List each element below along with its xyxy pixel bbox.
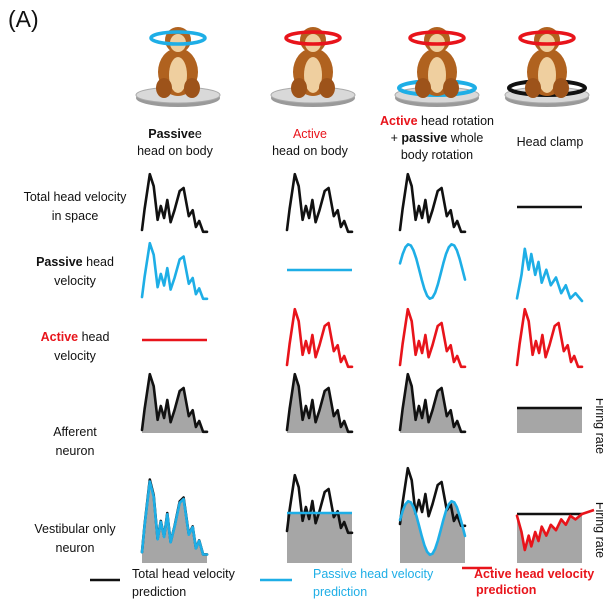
label-part: Active xyxy=(41,330,79,344)
label-line: velocity xyxy=(54,274,96,288)
legend-label: prediction xyxy=(132,585,186,599)
label-line: Head clamp xyxy=(517,135,584,149)
leg-l xyxy=(156,78,172,98)
label-part: head xyxy=(83,255,114,269)
label-line: Afferent xyxy=(53,425,97,439)
leg-l xyxy=(415,78,431,98)
label-part: Passive xyxy=(36,255,83,269)
label-part: body rotation xyxy=(401,148,473,162)
figure: (A) Passiveehead on bodyActivehead on bo… xyxy=(0,0,603,604)
leg-r xyxy=(184,78,200,98)
firing-area xyxy=(517,408,582,433)
label-part: velocity xyxy=(54,349,96,363)
legend-label: prediction xyxy=(313,585,367,599)
label-line: + passive whole xyxy=(391,131,484,145)
label-line: body rotation xyxy=(401,148,473,162)
label-line: Passive head xyxy=(36,255,114,269)
red-tail xyxy=(582,510,594,514)
label-part: whole xyxy=(447,131,483,145)
label-line: head on body xyxy=(272,144,349,158)
label-part: velocity xyxy=(54,274,96,288)
label-part: Total head velocity xyxy=(24,190,128,204)
side-label: Firing rate xyxy=(593,502,603,558)
label-part: Afferent xyxy=(53,425,97,439)
trace xyxy=(287,309,352,367)
label-line: Active head xyxy=(41,330,110,344)
trace xyxy=(400,244,465,298)
label-line: neuron xyxy=(56,444,95,458)
panel-label: (A) xyxy=(8,6,39,32)
label-line: neuron xyxy=(56,541,95,555)
label-part: head xyxy=(78,330,109,344)
label-part: head on body xyxy=(137,144,214,158)
label-line: velocity xyxy=(54,349,96,363)
label-part: neuron xyxy=(56,444,95,458)
label-line: Passivee xyxy=(148,127,202,141)
leg-r xyxy=(319,78,335,98)
label-line: Vestibular only xyxy=(34,522,116,536)
label-part: head on body xyxy=(272,144,349,158)
firing-area xyxy=(287,513,352,563)
label-part: Active xyxy=(380,114,418,128)
trace xyxy=(400,174,465,232)
label-part: Head clamp xyxy=(517,135,584,149)
label-part: passive xyxy=(401,131,447,145)
label-part: Active xyxy=(293,127,327,141)
trace xyxy=(517,309,582,367)
leg-r xyxy=(553,78,569,98)
label-part: neuron xyxy=(56,541,95,555)
trace xyxy=(287,174,352,232)
legend-label: Total head velocity xyxy=(132,567,236,581)
label-part: in space xyxy=(52,209,99,223)
side-label: Firing rate xyxy=(593,398,603,454)
trace xyxy=(517,249,582,301)
trace xyxy=(142,243,207,299)
legend-label: prediction xyxy=(476,583,536,597)
leg-l xyxy=(291,78,307,98)
label-part: Passive xyxy=(148,127,195,141)
trace xyxy=(142,174,207,232)
label-line: in space xyxy=(52,209,99,223)
label-part: + xyxy=(391,131,402,145)
label-line: head on body xyxy=(137,144,214,158)
label-part: e xyxy=(195,127,202,141)
label-part: head rotation xyxy=(418,114,494,128)
label-line: Active head rotation xyxy=(380,114,494,128)
label-part: Vestibular only xyxy=(34,522,116,536)
legend-label: Passive head velocity xyxy=(313,567,434,581)
trace xyxy=(400,309,465,367)
leg-r xyxy=(443,78,459,98)
label-line: Total head velocity xyxy=(24,190,128,204)
label-line: Active xyxy=(293,127,327,141)
legend-label: Active head velocity xyxy=(474,567,594,581)
leg-l xyxy=(525,78,541,98)
